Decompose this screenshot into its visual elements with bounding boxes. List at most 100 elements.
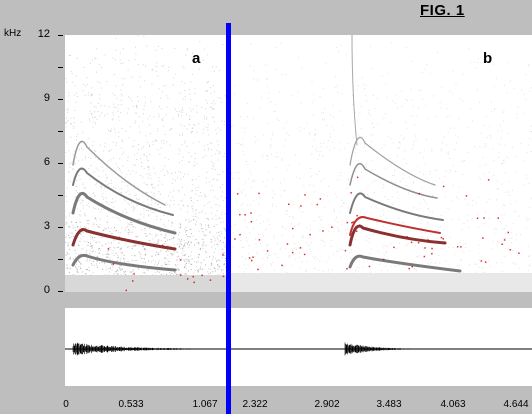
noise-speck [173,236,174,238]
noise-speck [392,142,394,144]
noise-speck [265,229,267,230]
noise-speck [94,196,95,198]
noise-speck [347,226,349,228]
noise-speck [153,263,155,265]
noise-speck [138,268,139,270]
noise-speck [178,239,180,241]
noise-speck [139,76,141,78]
noise-speck [419,152,421,154]
noise-speck [131,246,133,248]
noise-speck [213,116,215,118]
noise-speck [95,116,97,118]
noise-speck [297,224,299,226]
noise-speck [351,249,353,250]
noise-speck [179,259,182,261]
noise-speck [204,90,206,92]
noise-speck [249,232,250,234]
noise-speck [272,197,274,199]
noise-speck [183,125,185,127]
noise-speck [165,237,166,239]
noise-speck [371,169,373,171]
noise-speck [459,97,461,99]
noise-speck [212,164,214,166]
noise-speck [202,59,204,61]
noise-speck [211,262,212,264]
noise-speck [442,181,444,183]
noise-speck [188,270,190,272]
noise-speck [100,67,102,69]
x-tick-label: 2.902 [314,399,340,410]
noise-speck [292,249,294,251]
noise-speck [133,245,135,247]
noise-speck [185,254,186,256]
noise-speck [484,271,485,273]
noise-speck [421,187,423,189]
noise-speck [405,245,407,247]
noise-speck [503,214,505,216]
noise-speck [503,159,504,161]
noise-speck [184,266,186,268]
noise-speck [131,222,133,224]
noise-speck [248,257,251,259]
noise-speck [354,132,356,134]
noise-speck [181,115,183,117]
noise-speck [144,262,146,264]
noise-speck [172,273,174,275]
noise-speck [283,179,285,181]
noise-speck [497,188,499,190]
noise-speck [106,221,108,223]
noise-speck [449,172,451,174]
noise-speck [373,192,375,194]
noise-speck [80,233,82,235]
noise-speck [204,196,206,198]
noise-speck [180,247,182,249]
noise-speck [295,154,296,156]
noise-speck [397,264,399,266]
noise-speck [86,220,88,222]
noise-speck [356,196,358,198]
noise-speck [198,61,200,63]
noise-speck [187,205,189,207]
noise-speck [270,138,272,140]
noise-speck [385,226,387,228]
noise-speck [189,124,190,125]
noise-speck [188,161,190,162]
noise-speck [504,228,506,229]
noise-speck [504,256,506,258]
noise-speck [95,150,97,152]
noise-speck [205,264,206,266]
noise-speck [141,258,143,259]
noise-speck [289,257,290,259]
noise-speck [90,263,92,265]
noise-speck [395,94,397,96]
noise-speck [283,127,285,129]
noise-speck [99,186,101,188]
noise-speck [369,114,371,116]
noise-speck [393,246,395,249]
noise-speck [207,102,208,104]
noise-speck [215,133,217,135]
noise-speck [329,133,331,135]
noise-speck [250,258,251,260]
noise-speck [194,244,195,246]
noise-speck [323,241,325,243]
noise-speck [115,271,117,273]
noise-speck [87,258,88,260]
noise-speck [133,154,135,156]
noise-speck [145,235,147,237]
noise-speck [513,87,515,89]
noise-speck [276,118,278,120]
noise-speck [121,188,122,190]
noise-speck [275,110,277,112]
noise-speck [88,223,90,225]
noise-speck [360,106,362,107]
segment-divider[interactable] [226,23,231,414]
noise-speck [477,213,479,215]
noise-speck [114,201,116,202]
noise-speck [432,195,433,196]
noise-speck [150,132,151,134]
noise-speck [89,259,91,261]
noise-speck [103,262,105,264]
noise-speck [107,184,109,186]
noise-speck [402,173,404,175]
